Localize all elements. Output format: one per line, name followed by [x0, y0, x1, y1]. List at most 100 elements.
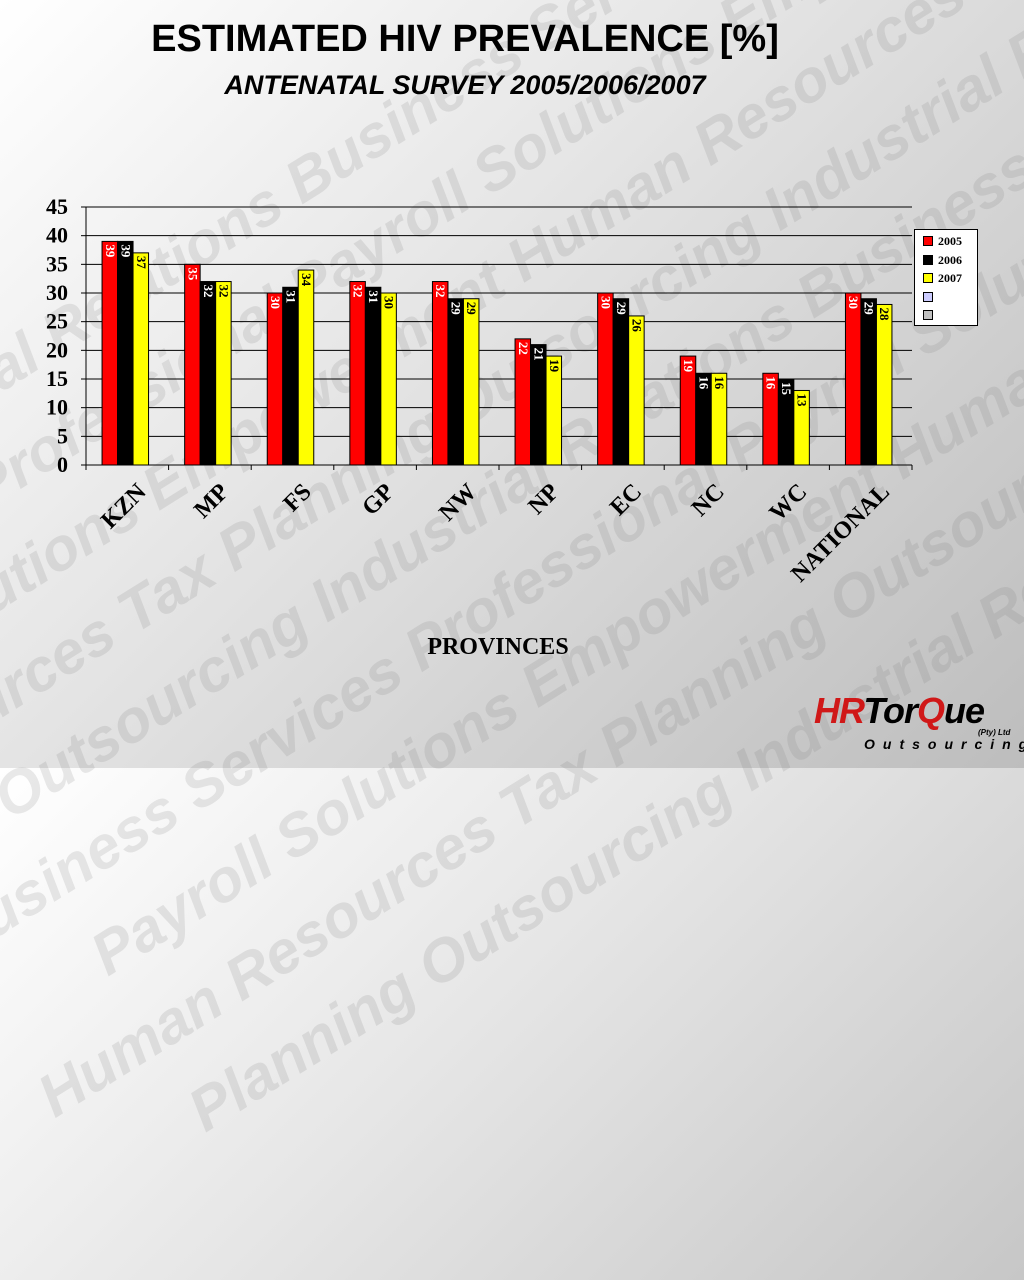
legend-item [923, 289, 938, 305]
legend-label: 2007 [938, 271, 962, 285]
legend-swatch [923, 273, 933, 284]
data-label: 32 [201, 285, 216, 298]
logo-part-q: Q [917, 690, 945, 731]
data-label: 19 [681, 359, 696, 373]
bar-2006-EC [612, 298, 630, 466]
data-label: 22 [516, 342, 531, 355]
data-label: 29 [464, 302, 479, 316]
bar-2007-KZN [132, 252, 150, 466]
legend-swatch [923, 291, 933, 302]
x-tick-label: EC [605, 479, 647, 521]
bar-2006-NW [447, 298, 464, 466]
data-label: 31 [284, 290, 299, 303]
x-tick-label: KZN [96, 478, 152, 534]
bar-2006-NP [530, 344, 547, 466]
bar-2005-MP [184, 263, 201, 466]
x-tick-label: FS [279, 479, 317, 517]
x-tick-label: NC [687, 479, 730, 522]
data-label: 16 [764, 376, 779, 390]
x-axis-title: PROVINCES [427, 634, 569, 660]
data-label: 16 [697, 376, 712, 390]
bar-2006-GP [364, 286, 382, 466]
y-tick-label: 45 [46, 194, 68, 219]
bar-2005-NC [679, 355, 697, 466]
bar-2005-NW [431, 281, 449, 466]
data-label: 30 [598, 296, 613, 309]
data-label: 29 [449, 302, 464, 316]
data-label: 35 [185, 267, 200, 281]
logo-part-hr: HR [814, 690, 864, 731]
data-label: 16 [712, 376, 727, 390]
bar-2006-FS [282, 286, 299, 466]
data-label: 19 [547, 359, 562, 373]
y-tick-label: 5 [57, 423, 68, 448]
data-label: 29 [862, 302, 877, 316]
logo-part-ue: ue [944, 690, 985, 731]
legend-swatch [923, 310, 933, 321]
bar-2005-NATIONAL [844, 292, 862, 466]
y-tick-label: 15 [46, 366, 68, 391]
data-label: 34 [299, 273, 314, 287]
slide-subtitle: ANTENATAL SURVEY 2005/2006/2007 [224, 70, 706, 100]
bar-2007-NP [545, 355, 563, 466]
data-label: 21 [531, 348, 546, 361]
y-tick-label: 25 [46, 309, 68, 334]
company-logo: HRTorQue (Pty) Ltd Outsourcing [810, 690, 1024, 752]
bar-2007-GP [380, 292, 397, 466]
legend-item: 2006 [923, 252, 962, 268]
logo-wordmark: HRTorQue [814, 690, 985, 732]
bar-2007-NATIONAL [875, 303, 893, 466]
data-label: 30 [846, 296, 861, 309]
legend-item [923, 307, 938, 323]
legend-label: 2005 [938, 234, 962, 248]
bar-2005-NP [514, 338, 532, 466]
data-label: 28 [877, 307, 892, 321]
y-tick-label: 30 [46, 280, 68, 305]
legend-swatch [923, 254, 933, 265]
y-tick-label: 20 [46, 337, 68, 362]
bar-2005-KZN [101, 240, 119, 466]
x-tick-label: GP [357, 479, 399, 521]
x-tick-label: NW [434, 479, 482, 527]
logo-pty-ltd: (Pty) Ltd [978, 728, 1011, 737]
bar-2005-EC [597, 292, 614, 466]
bar-2005-FS [266, 292, 284, 466]
legend-item: 2005 [923, 233, 962, 249]
y-tick-label: 35 [46, 251, 68, 276]
data-label: 13 [795, 393, 810, 407]
x-tick-label: NP [524, 479, 565, 520]
data-label: 26 [629, 319, 644, 333]
data-label: 39 [103, 244, 118, 258]
bar-2007-MP [215, 281, 232, 466]
bar-2007-NC [710, 372, 728, 466]
bar-2007-EC [628, 315, 645, 466]
x-tick-label: WC [765, 479, 813, 527]
data-label: 37 [134, 256, 149, 270]
data-label: 32 [351, 285, 366, 298]
data-label: 15 [779, 382, 794, 396]
y-tick-label: 40 [46, 223, 68, 248]
data-label: 30 [382, 296, 397, 309]
legend-swatch [923, 236, 933, 247]
legend-label: 2006 [938, 252, 962, 267]
x-tick-label: MP [189, 479, 234, 524]
logo-subtitle: Outsourcing [864, 736, 1024, 752]
bar-2007-NW [462, 298, 480, 466]
bar-2007-WC [793, 389, 810, 466]
chart-legend: 2005 2006 2007 [914, 229, 978, 326]
data-label: 30 [268, 296, 283, 309]
data-label: 32 [216, 285, 231, 298]
y-tick-label: 10 [46, 395, 68, 420]
bar-2007-FS [297, 269, 315, 466]
logo-part-tor: Tor [863, 690, 918, 731]
bar-2006-KZN [117, 240, 134, 466]
data-label: 31 [366, 290, 381, 303]
y-tick-label: 0 [57, 452, 68, 477]
slide-title: ESTIMATED HIV PREVALENCE [%] [151, 18, 779, 60]
data-label: 32 [433, 285, 448, 298]
bar-2006-NATIONAL [860, 298, 877, 466]
bar-2006-MP [199, 281, 217, 466]
legend-item: 2007 [923, 270, 962, 286]
data-label: 29 [614, 302, 629, 316]
